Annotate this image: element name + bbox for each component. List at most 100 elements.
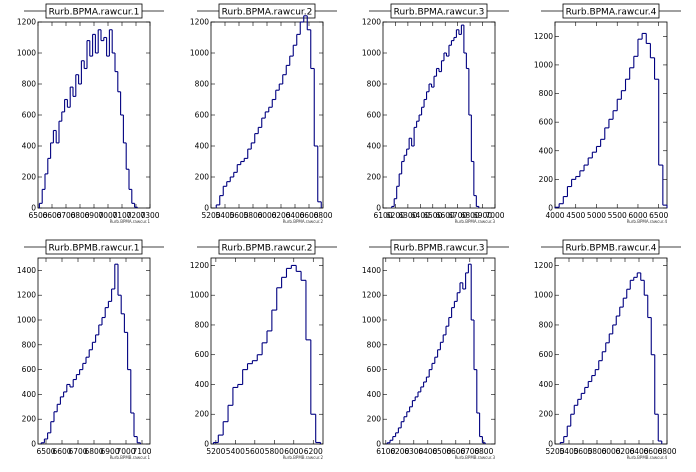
- x-tick-label: 6700: [68, 447, 87, 456]
- x-tick-label: 5800: [587, 447, 606, 456]
- y-tick-label: 800: [539, 89, 554, 98]
- x-tick-label: 6200: [271, 211, 290, 220]
- x-tick-label: 6900: [100, 447, 119, 456]
- title-box: [562, 3, 660, 19]
- y-tick-label: 0: [376, 204, 381, 213]
- y-tick-label: 200: [539, 410, 554, 419]
- y-tick-label: 400: [539, 146, 554, 155]
- x-tick-label: 6700: [56, 211, 75, 220]
- y-tick-label: 1000: [17, 49, 36, 58]
- title-box: [562, 239, 660, 255]
- x-tick-label: 6600: [299, 211, 318, 220]
- y-tick-label: 1000: [534, 60, 553, 69]
- x-tick-label: 6000: [628, 211, 647, 220]
- x-axis-label: Rurb.BPMA.rawcur.1: [110, 219, 151, 224]
- x-tick-label: 6300: [398, 211, 417, 220]
- x-tick-label: 5800: [243, 211, 262, 220]
- x-tick-label: 5200: [545, 447, 564, 456]
- x-tick-label: 6800: [84, 447, 103, 456]
- chart-title: Rurb.BPMB.rawcur.3: [394, 244, 485, 254]
- x-tick-label: 6000: [257, 211, 276, 220]
- plot-frame: [37, 257, 151, 445]
- x-tick-label: 5500: [608, 211, 627, 220]
- x-axis-label: Rurb.BPMA.rawcur.3: [455, 219, 496, 224]
- y-tick-label: 1200: [17, 18, 36, 27]
- y-tick-label: 600: [367, 111, 382, 120]
- y-tick-label: 0: [548, 204, 553, 213]
- x-axis-label: Rurb.BPMB.rawcur.4: [627, 455, 668, 460]
- plot-frame: [382, 257, 496, 445]
- y-tick-label: 800: [367, 80, 382, 89]
- x-tick-label: 6600: [643, 447, 662, 456]
- x-tick-label: 4000: [545, 211, 564, 220]
- x-tick-label: 6400: [411, 211, 430, 220]
- x-tick-label: 6800: [657, 447, 676, 456]
- y-tick-label: 200: [22, 415, 37, 424]
- x-tick-label: 6500: [432, 447, 451, 456]
- x-tick-label: 6500: [423, 211, 442, 220]
- y-tick-label: 400: [22, 390, 37, 399]
- y-tick-label: 0: [204, 440, 209, 449]
- y-tick-label: 600: [195, 111, 210, 120]
- x-tick-label: 6700: [460, 447, 479, 456]
- x-tick-label: 7000: [116, 447, 135, 456]
- title-box: [218, 3, 316, 19]
- y-tick-label: 1200: [190, 261, 209, 270]
- plot-frame: [382, 21, 496, 209]
- chart-title: Rurb.BPMA.rawcur.3: [394, 8, 485, 18]
- plot-frame: [210, 21, 324, 209]
- y-tick-label: 800: [195, 320, 210, 329]
- x-tick-label: 6200: [390, 447, 409, 456]
- x-tick-label: 7100: [112, 211, 131, 220]
- x-tick-label: 6000: [284, 447, 303, 456]
- x-tick-label: 6400: [418, 447, 437, 456]
- x-tick-label: 5600: [573, 447, 592, 456]
- x-tick-label: 6300: [404, 447, 423, 456]
- x-axis-label: Rurb.BPMB.rawcur.2: [283, 455, 324, 460]
- chart-panel: Rurb.BPMB.rawcur.2 0 200 400 600 800 1000 1200 5…: [190, 239, 337, 460]
- chart-panel: Rurb.BPMB.rawcur.4 0 200 400 600 800 1000 1200 5…: [534, 239, 681, 460]
- chart-title: Rurb.BPMB.rawcur.2: [222, 244, 313, 254]
- x-tick-label: 6600: [52, 447, 71, 456]
- x-tick-label: 6400: [629, 447, 648, 456]
- y-tick-label: 600: [539, 350, 554, 359]
- x-tick-label: 6700: [448, 211, 467, 220]
- y-tick-label: 1200: [17, 291, 36, 300]
- chart-title: Rurb.BPMA.rawcur.2: [222, 8, 313, 18]
- x-tick-label: 5400: [226, 447, 245, 456]
- y-tick-label: 400: [22, 142, 37, 151]
- x-tick-label: 6200: [304, 447, 323, 456]
- y-tick-label: 600: [22, 111, 37, 120]
- y-tick-label: 1200: [362, 18, 381, 27]
- y-tick-label: 200: [539, 175, 554, 184]
- y-tick-label: 200: [195, 173, 210, 182]
- y-tick-label: 0: [31, 440, 36, 449]
- plot-frame: [210, 257, 324, 445]
- x-tick-label: 6500: [36, 447, 55, 456]
- y-tick-label: 1000: [362, 49, 381, 58]
- chart-title: Rurb.BPMB.rawcur.4: [566, 244, 657, 254]
- x-tick-label: 6000: [601, 447, 620, 456]
- y-tick-label: 1000: [190, 49, 209, 58]
- x-tick-label: 6900: [473, 211, 492, 220]
- x-tick-label: 5000: [587, 211, 606, 220]
- x-axis-label: Rurb.BPMA.rawcur.2: [283, 219, 324, 224]
- x-tick-label: 7300: [140, 211, 159, 220]
- x-tick-label: 7000: [98, 211, 117, 220]
- y-tick-label: 600: [367, 365, 382, 374]
- y-tick-label: 200: [22, 173, 37, 182]
- y-tick-label: 200: [195, 410, 210, 419]
- y-tick-label: 200: [367, 415, 382, 424]
- plot-frame: [554, 257, 668, 445]
- x-tick-label: 6400: [285, 211, 304, 220]
- y-tick-label: 1400: [362, 266, 381, 275]
- y-tick-label: 400: [195, 142, 210, 151]
- x-tick-label: 6100: [376, 447, 395, 456]
- plot-frame: [554, 21, 668, 209]
- x-tick-label: 6200: [615, 447, 634, 456]
- y-tick-label: 0: [31, 204, 36, 213]
- x-tick-label: 5600: [229, 211, 248, 220]
- x-tick-label: 5400: [215, 211, 234, 220]
- x-axis-label: Rurb.BPMB.rawcur.3: [455, 455, 496, 460]
